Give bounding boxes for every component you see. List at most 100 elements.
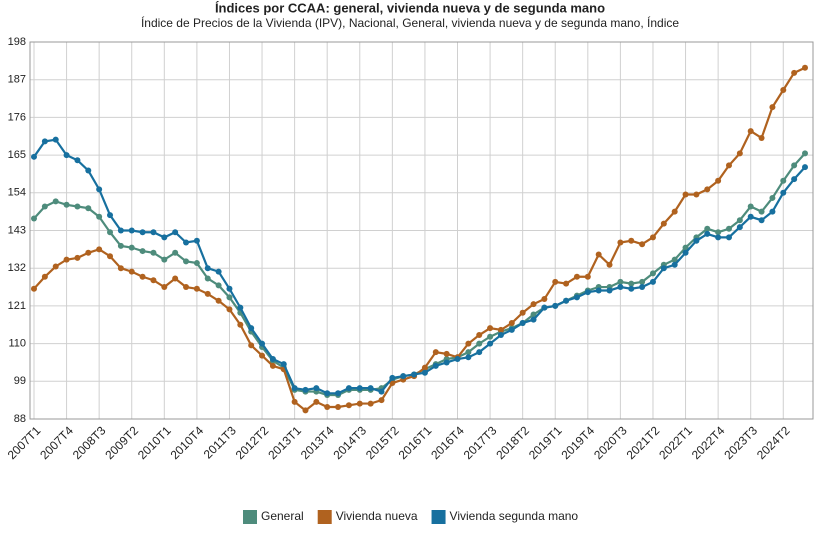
data-point — [649, 234, 656, 241]
data-point — [96, 246, 103, 253]
data-point — [411, 371, 418, 378]
data-point — [802, 164, 808, 171]
data-point — [769, 194, 776, 201]
data-point — [85, 249, 92, 256]
data-point — [52, 263, 59, 270]
x-tick-label: 2007T1 — [5, 423, 44, 462]
data-point — [324, 404, 331, 411]
data-point — [41, 273, 48, 280]
data-point — [617, 239, 624, 246]
x-tick-label: 2016T4 — [428, 423, 467, 462]
data-point — [324, 390, 331, 397]
data-point — [183, 284, 190, 291]
data-point — [747, 213, 754, 220]
data-point — [291, 385, 298, 392]
data-point — [573, 294, 580, 301]
data-point — [649, 270, 656, 277]
data-point — [747, 128, 754, 135]
data-point — [487, 325, 494, 332]
data-point — [193, 285, 200, 292]
data-point — [465, 354, 472, 361]
data-point — [63, 201, 70, 208]
data-point — [725, 234, 732, 241]
x-tick-label: 2015T2 — [363, 423, 402, 462]
data-point — [74, 157, 81, 164]
x-tick-label: 2022T4 — [689, 423, 728, 462]
data-point — [682, 244, 689, 251]
data-point — [595, 251, 602, 258]
data-point — [519, 309, 526, 316]
x-tick-label: 2018T2 — [493, 423, 532, 462]
data-point — [476, 332, 483, 339]
data-point — [628, 280, 635, 287]
data-point — [465, 340, 472, 347]
data-point — [226, 285, 233, 292]
data-point — [215, 268, 222, 275]
data-point — [378, 388, 385, 395]
data-point — [74, 254, 81, 261]
data-point — [465, 349, 472, 356]
data-point — [552, 302, 559, 309]
data-point — [31, 215, 37, 222]
data-point — [204, 275, 211, 282]
data-point — [259, 352, 266, 359]
data-point — [660, 265, 667, 272]
x-tick-label: 2010T1 — [135, 423, 174, 462]
data-point — [367, 385, 374, 392]
data-point — [85, 205, 92, 212]
data-point — [584, 273, 591, 280]
data-point — [302, 386, 309, 393]
data-point — [639, 284, 646, 291]
data-point — [117, 227, 124, 234]
data-point — [639, 278, 646, 285]
data-point — [313, 385, 320, 392]
data-point — [791, 176, 798, 183]
x-tick-label: 2019T4 — [559, 423, 598, 462]
data-point — [31, 153, 37, 160]
x-tick-label: 2012T2 — [233, 423, 272, 462]
data-point — [389, 374, 396, 381]
data-point — [172, 229, 179, 236]
data-point — [530, 311, 537, 318]
plot-border — [29, 41, 814, 420]
data-point — [769, 208, 776, 215]
y-tick-label: 187 — [8, 74, 26, 86]
data-point — [628, 237, 635, 244]
data-point — [63, 256, 70, 263]
data-point — [280, 361, 287, 368]
data-point — [269, 362, 276, 369]
data-point — [52, 136, 59, 143]
data-point — [248, 342, 255, 349]
data-point — [335, 390, 342, 397]
data-point — [302, 407, 309, 414]
data-point — [693, 191, 700, 198]
data-point — [617, 284, 624, 291]
y-tick-label: 132 — [8, 262, 26, 274]
data-point — [52, 198, 59, 205]
data-point — [215, 282, 222, 289]
data-point — [476, 340, 483, 347]
data-point — [563, 297, 570, 304]
data-point — [313, 398, 320, 405]
data-point — [508, 326, 515, 333]
series-line — [33, 152, 806, 397]
data-point — [150, 277, 157, 284]
data-point — [736, 224, 743, 231]
x-tick-label: 2007T4 — [37, 423, 76, 462]
data-point — [476, 349, 483, 356]
series-line — [33, 138, 806, 395]
data-point — [802, 150, 808, 157]
data-point — [367, 400, 374, 407]
data-point — [117, 265, 124, 272]
data-point — [802, 64, 808, 71]
legend-swatch — [317, 510, 332, 524]
data-point — [150, 249, 157, 256]
x-tick-label: 2013T1 — [265, 423, 304, 462]
x-tick-label: 2020T3 — [591, 423, 630, 462]
data-point — [161, 256, 168, 263]
data-point — [215, 297, 222, 304]
data-point — [421, 364, 428, 371]
data-point — [345, 385, 352, 392]
data-point — [41, 203, 48, 210]
